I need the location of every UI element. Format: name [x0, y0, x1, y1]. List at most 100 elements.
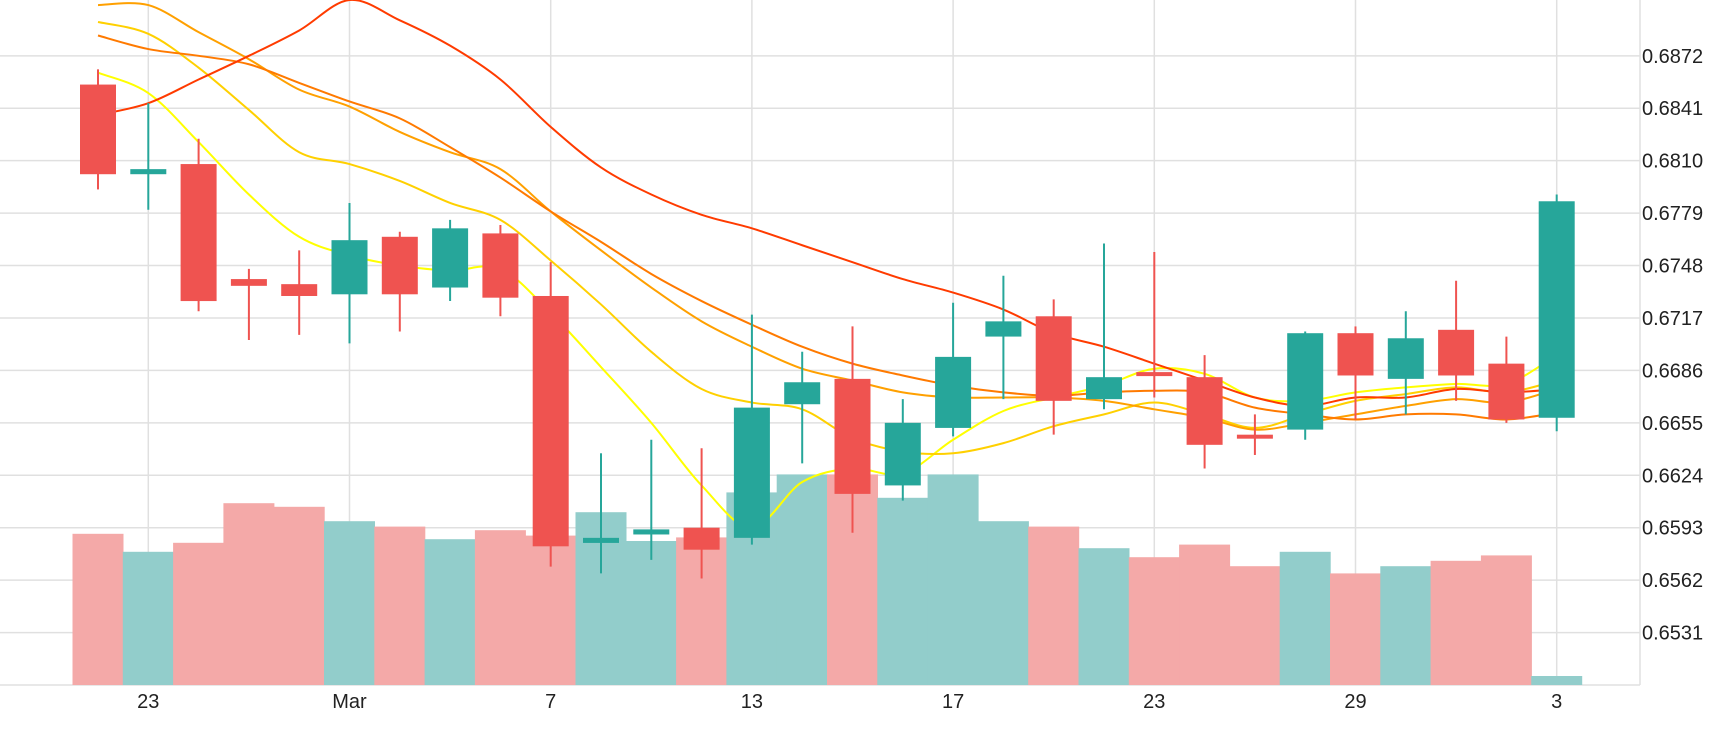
candle-body: [1488, 363, 1525, 420]
candle: [281, 250, 318, 335]
volume-bar: [1430, 560, 1482, 685]
volume-bar: [1380, 566, 1432, 685]
candle: [1337, 326, 1374, 420]
candle: [130, 103, 167, 210]
candle-body: [1387, 338, 1424, 379]
candle-body: [733, 407, 770, 538]
candle-body: [180, 164, 217, 302]
candle: [1236, 414, 1273, 455]
volume-bar: [1028, 526, 1080, 685]
candle-body: [1438, 329, 1475, 376]
candle-body: [583, 537, 619, 543]
candle-body: [1186, 377, 1223, 445]
candle-body: [482, 233, 519, 298]
candle-body: [532, 295, 569, 547]
volume-bar: [625, 541, 677, 685]
moving-average-lines: [97, 0, 1558, 529]
candle-body: [784, 382, 821, 405]
y-tick-label: 0.6810: [1642, 151, 1703, 173]
candle-body: [1538, 201, 1575, 418]
candle: [230, 268, 267, 340]
candle: [985, 275, 1022, 400]
volume-bar: [374, 526, 426, 685]
candle-body: [1136, 372, 1173, 377]
candle: [1086, 243, 1122, 410]
candle: [1387, 311, 1424, 415]
candle: [683, 448, 720, 579]
candle: [935, 302, 972, 437]
candle: [633, 439, 670, 560]
candle: [381, 231, 418, 332]
y-tick-label: 0.6686: [1642, 360, 1703, 382]
y-tick-label: 0.6593: [1642, 518, 1703, 540]
volume-bar: [1279, 551, 1331, 685]
volume-bar: [173, 542, 225, 685]
y-tick-label: 0.6562: [1642, 570, 1703, 592]
candles: [80, 69, 1575, 579]
axes: 0.6872 0.6841 0.6810 0.6779 0.6748 0.6717 0.66…: [137, 46, 1703, 713]
volume-bar: [977, 521, 1029, 685]
volume-bar: [1179, 544, 1231, 685]
candle: [180, 138, 217, 312]
candle: [884, 399, 921, 501]
candle: [1538, 194, 1575, 432]
candle-body: [834, 378, 871, 494]
candle: [1287, 331, 1324, 440]
candle: [583, 453, 619, 574]
candle: [733, 314, 770, 545]
candle: [834, 326, 871, 533]
candle-body: [80, 84, 116, 175]
x-tick-label: 17: [942, 691, 964, 713]
candle-body: [935, 356, 972, 428]
candle: [331, 202, 368, 344]
candle-body: [985, 321, 1022, 337]
y-tick-label: 0.6624: [1642, 465, 1703, 487]
candle-body: [432, 228, 469, 288]
y-tick-label: 0.6841: [1642, 98, 1703, 120]
candle-body: [230, 279, 267, 286]
candle: [1488, 336, 1525, 423]
volume-bar: [1531, 676, 1583, 685]
volume-bar: [1330, 573, 1381, 685]
candle: [80, 69, 116, 190]
candle: [784, 351, 821, 464]
candle-body: [633, 529, 670, 535]
candle-body: [130, 169, 167, 175]
candle: [482, 224, 519, 317]
candle-body: [331, 240, 368, 295]
candle: [1186, 355, 1223, 469]
volume-bar: [1229, 566, 1281, 685]
volume-bar: [776, 474, 828, 685]
volume-bar: [1078, 548, 1130, 685]
volume-bar: [877, 497, 929, 685]
volume-bars: [72, 474, 1583, 685]
x-tick-label: Mar: [332, 691, 367, 713]
candle-body: [1086, 377, 1122, 400]
candle: [532, 262, 569, 567]
moving-average-line: [97, 21, 1557, 456]
y-tick-label: 0.6779: [1642, 203, 1703, 225]
volume-bar: [72, 533, 124, 685]
candle-body: [1236, 434, 1273, 439]
candle: [1136, 252, 1173, 398]
volume-bar: [927, 474, 979, 685]
x-tick-label: 23: [137, 691, 159, 713]
volume-bar: [424, 539, 476, 685]
x-tick-label: 29: [1344, 691, 1366, 713]
candle-body: [884, 422, 921, 486]
y-tick-label: 0.6872: [1642, 46, 1703, 68]
x-tick-label: 23: [1143, 691, 1165, 713]
candle-body: [1287, 333, 1324, 430]
candle: [1438, 280, 1475, 401]
x-tick-label: 3: [1551, 691, 1562, 713]
candle-body: [1337, 333, 1374, 376]
y-tick-label: 0.6531: [1642, 623, 1703, 645]
candle-body: [281, 284, 318, 296]
candle-body: [683, 527, 720, 550]
volume-bar: [122, 551, 174, 685]
x-tick-label: 7: [545, 691, 556, 713]
volume-bar: [324, 521, 375, 685]
candle: [432, 219, 469, 302]
volume-bar: [1480, 555, 1532, 685]
